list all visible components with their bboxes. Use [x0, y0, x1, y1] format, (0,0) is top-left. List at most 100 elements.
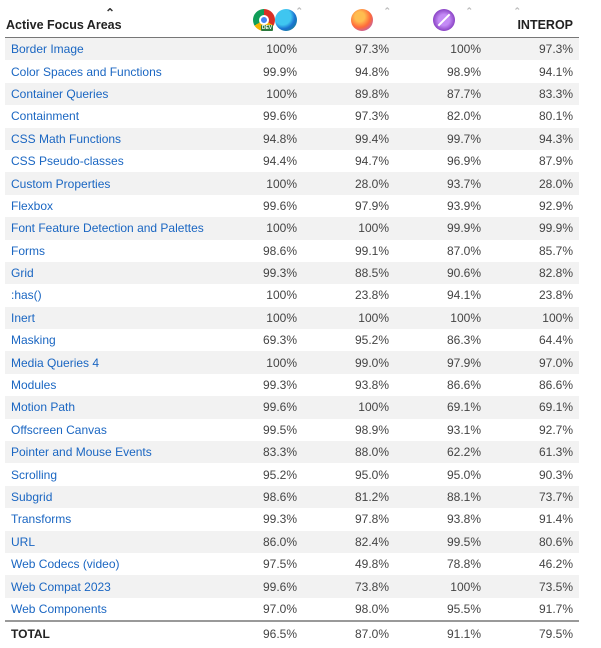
safari-score: 87.7%	[395, 82, 487, 106]
safari-score: 98.9%	[395, 60, 487, 83]
focus-area-link[interactable]: Grid	[5, 261, 231, 285]
focus-area-link[interactable]: Transforms	[5, 508, 231, 531]
firefox-score: 97.8%	[303, 508, 395, 531]
focus-area-link[interactable]: Pointer and Mouse Events	[5, 441, 231, 464]
firefox-score: 94.7%	[303, 149, 395, 173]
interop-score: 92.9%	[487, 194, 579, 218]
interop-score: 91.4%	[487, 508, 579, 531]
firefox-score: 98.9%	[303, 418, 395, 442]
column-header-interop[interactable]: ⌃ INTEROP	[487, 0, 579, 38]
table-footer: TOTAL 96.5% 87.0% 91.1% 79.5%	[5, 620, 579, 647]
column-header-chrome-edge[interactable]: DEV ⌃	[231, 0, 303, 38]
interop-score: 85.7%	[487, 239, 579, 262]
sort-icon[interactable]: ⌃	[383, 6, 391, 16]
interop-score: 64.4%	[487, 329, 579, 352]
table-row: Color Spaces and Functions 99.9% 94.8% 98.9…	[5, 60, 579, 83]
interop-score: 99.9%	[487, 217, 579, 240]
focus-area-link[interactable]: :has()	[5, 284, 231, 307]
focus-area-link[interactable]: Containment	[5, 105, 231, 128]
safari-score: 100%	[395, 306, 487, 330]
edge-dev-icon	[275, 9, 297, 31]
firefox-score: 99.0%	[303, 351, 395, 374]
focus-area-link[interactable]: Forms	[5, 239, 231, 262]
sort-ascending-icon[interactable]: ⌃	[105, 6, 116, 20]
table-row: Masking 69.3% 95.2% 86.3% 64.4%	[5, 329, 579, 352]
chrome-score: 99.3%	[231, 261, 303, 285]
focus-area-link[interactable]: Web Components	[5, 597, 231, 622]
safari-score: 93.1%	[395, 418, 487, 442]
focus-area-link[interactable]: Modules	[5, 373, 231, 397]
focus-area-link[interactable]: Flexbox	[5, 194, 231, 218]
firefox-score: 88.5%	[303, 261, 395, 285]
total-label: TOTAL	[5, 620, 231, 647]
table-body: Border Image 100% 97.3% 100% 97.3% Color Spac…	[5, 37, 579, 622]
focus-area-link[interactable]: URL	[5, 530, 231, 553]
chrome-score: 99.3%	[231, 508, 303, 531]
firefox-score: 99.4%	[303, 127, 395, 150]
safari-technology-preview-icon	[433, 9, 455, 31]
safari-score: 93.9%	[395, 194, 487, 218]
safari-score: 95.0%	[395, 463, 487, 486]
focus-area-link[interactable]: Offscreen Canvas	[5, 418, 231, 442]
chrome-score: 94.8%	[231, 127, 303, 150]
interop-score: 83.3%	[487, 82, 579, 106]
safari-score: 99.5%	[395, 530, 487, 553]
focus-area-link[interactable]: CSS Pseudo-classes	[5, 149, 231, 173]
focus-area-link[interactable]: Color Spaces and Functions	[5, 60, 231, 83]
table-row: Web Codecs (video) 97.5% 49.8% 78.8% 46.2%	[5, 552, 579, 576]
focus-area-link[interactable]: Custom Properties	[5, 172, 231, 195]
total-interop-score: 79.5%	[487, 620, 579, 647]
table-row: Forms 98.6% 99.1% 87.0% 85.7%	[5, 239, 579, 262]
safari-score: 86.6%	[395, 373, 487, 397]
interop-score: 90.3%	[487, 463, 579, 486]
focus-area-link[interactable]: Scrolling	[5, 463, 231, 486]
table-header: Active Focus Areas ⌃ DEV ⌃ ⌃ ⌃	[5, 0, 579, 38]
interop-score: 61.3%	[487, 441, 579, 464]
column-header-firefox[interactable]: ⌃	[303, 0, 395, 38]
interop-score: 97.3%	[487, 37, 579, 61]
interop-score: 73.5%	[487, 575, 579, 598]
column-header-focus-areas[interactable]: Active Focus Areas ⌃	[5, 0, 231, 38]
safari-score: 86.3%	[395, 329, 487, 352]
interop-score: 94.1%	[487, 60, 579, 83]
table-row: Inert 100% 100% 100% 100%	[5, 306, 579, 330]
chrome-score: 97.5%	[231, 552, 303, 576]
firefox-score: 82.4%	[303, 530, 395, 553]
focus-area-link[interactable]: Web Compat 2023	[5, 575, 231, 598]
chrome-score: 69.3%	[231, 329, 303, 352]
focus-area-link[interactable]: Font Feature Detection and Palettes	[5, 217, 231, 240]
focus-area-link[interactable]: Inert	[5, 306, 231, 330]
focus-area-link[interactable]: Web Codecs (video)	[5, 552, 231, 576]
sort-icon[interactable]: ⌃	[513, 6, 521, 16]
focus-area-link[interactable]: Subgrid	[5, 485, 231, 509]
chrome-score: 98.6%	[231, 239, 303, 262]
focus-area-link[interactable]: Masking	[5, 329, 231, 352]
column-header-safari[interactable]: ⌃	[395, 0, 487, 38]
column-title: Active Focus Areas	[6, 18, 122, 32]
table-row: Modules 99.3% 93.8% 86.6% 86.6%	[5, 373, 579, 397]
interop-score: 28.0%	[487, 172, 579, 195]
safari-score: 62.2%	[395, 441, 487, 464]
safari-score: 100%	[395, 575, 487, 598]
safari-score: 99.7%	[395, 127, 487, 150]
chrome-score: 97.0%	[231, 597, 303, 622]
interop-score: 92.7%	[487, 418, 579, 442]
safari-score: 93.8%	[395, 508, 487, 531]
focus-area-link[interactable]: Border Image	[5, 37, 231, 61]
safari-score: 95.5%	[395, 597, 487, 622]
safari-score: 96.9%	[395, 149, 487, 173]
sort-icon[interactable]: ⌃	[295, 6, 303, 16]
interop-score: 94.3%	[487, 127, 579, 150]
sort-icon[interactable]: ⌃	[465, 6, 473, 16]
chrome-score: 99.5%	[231, 418, 303, 442]
focus-area-link[interactable]: CSS Math Functions	[5, 127, 231, 150]
table-row: Media Queries 4 100% 99.0% 97.9% 97.0%	[5, 351, 579, 374]
interop-score: 23.8%	[487, 284, 579, 307]
focus-area-link[interactable]: Container Queries	[5, 82, 231, 106]
total-firefox-score: 87.0%	[303, 620, 395, 647]
firefox-score: 81.2%	[303, 485, 395, 509]
focus-area-link[interactable]: Media Queries 4	[5, 351, 231, 374]
focus-area-link[interactable]: Motion Path	[5, 396, 231, 419]
interop-score: 87.9%	[487, 149, 579, 173]
firefox-score: 95.2%	[303, 329, 395, 352]
